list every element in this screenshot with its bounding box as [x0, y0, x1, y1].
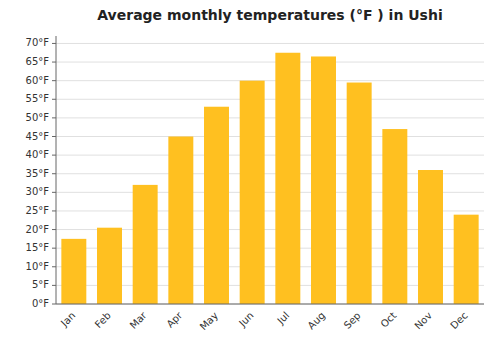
bar: [168, 137, 193, 305]
x-axis: [56, 304, 484, 305]
bar: [311, 56, 336, 304]
y-tick: [52, 210, 56, 211]
bar: [240, 81, 265, 304]
bar: [454, 215, 479, 304]
y-tick: [52, 266, 56, 267]
grid-line: [56, 136, 484, 137]
y-tick: [52, 285, 56, 286]
x-tick-label: May: [198, 310, 220, 332]
x-tick-label: Mar: [128, 309, 150, 331]
bar: [204, 107, 229, 304]
y-tick: [52, 304, 56, 305]
y-tick: [52, 173, 56, 174]
y-tick: [52, 229, 56, 230]
x-tick-label: Aug: [305, 310, 327, 332]
chart: 0°F 5°F 10°F 15°F 20°F 25°F 30°F 35°F 40°F 45°F 50…: [0, 0, 500, 350]
y-tick-label: 50°F: [26, 112, 50, 123]
y-tick-label: 55°F: [26, 93, 50, 104]
y-tick: [52, 62, 56, 63]
x-tick-label: Feb: [93, 310, 113, 330]
x-tick-label: Jul: [274, 310, 291, 327]
x-tick-label: Dec: [448, 310, 469, 331]
y-tick-label: 60°F: [26, 75, 50, 86]
bar: [275, 53, 300, 304]
y-tick: [52, 43, 56, 44]
grid-line: [56, 99, 484, 100]
y-tick: [52, 117, 56, 118]
y-tick-label: 25°F: [26, 205, 50, 216]
y-tick-label: 15°F: [26, 242, 50, 253]
y-tick-label: 5°F: [32, 279, 49, 290]
x-ticks: Jan Feb Mar Apr May Jun Jul Aug Sep Oct Nov Dec: [58, 309, 470, 332]
y-tick-label: 40°F: [26, 149, 50, 160]
y-tick: [52, 192, 56, 193]
x-tick-label: Apr: [164, 309, 185, 330]
x-tick-label: Jun: [236, 310, 256, 330]
y-tick-label: 70°F: [26, 37, 50, 48]
grid: [56, 43, 484, 304]
y-ticks: 0°F 5°F 10°F 15°F 20°F 25°F 30°F 35°F 40°F 45°F 50…: [26, 37, 56, 309]
x-tick-label: Jan: [58, 310, 77, 329]
bars: [61, 53, 478, 304]
x-tick-label: Sep: [342, 310, 363, 331]
bar: [418, 170, 443, 304]
bar: [97, 228, 122, 304]
y-tick-label: 10°F: [26, 261, 50, 272]
title: Average monthly temperatures (°F ) in Us…: [97, 7, 442, 23]
y-tick-label: 45°F: [26, 131, 50, 142]
y-tick-label: 20°F: [26, 224, 50, 235]
bar: [133, 185, 158, 304]
grid-line: [56, 304, 484, 305]
y-tick: [52, 136, 56, 137]
grid-line: [56, 43, 484, 44]
y-tick: [52, 99, 56, 100]
grid-line: [56, 80, 484, 81]
y-tick: [52, 80, 56, 81]
x-tick-label: Nov: [412, 310, 434, 332]
y-tick: [52, 248, 56, 249]
x-tick-label: Oct: [378, 310, 398, 330]
grid-line: [56, 62, 484, 63]
bar: [347, 83, 372, 304]
y-axis: [56, 36, 57, 304]
grid-line: [56, 155, 484, 156]
y-tick-label: 65°F: [26, 56, 50, 67]
y-tick-label: 35°F: [26, 168, 50, 179]
y-tick: [52, 155, 56, 156]
grid-line: [56, 117, 484, 118]
y-tick-label: 0°F: [32, 298, 49, 309]
y-tick-label: 30°F: [26, 186, 50, 197]
bar: [382, 129, 407, 304]
bar: [61, 239, 86, 304]
